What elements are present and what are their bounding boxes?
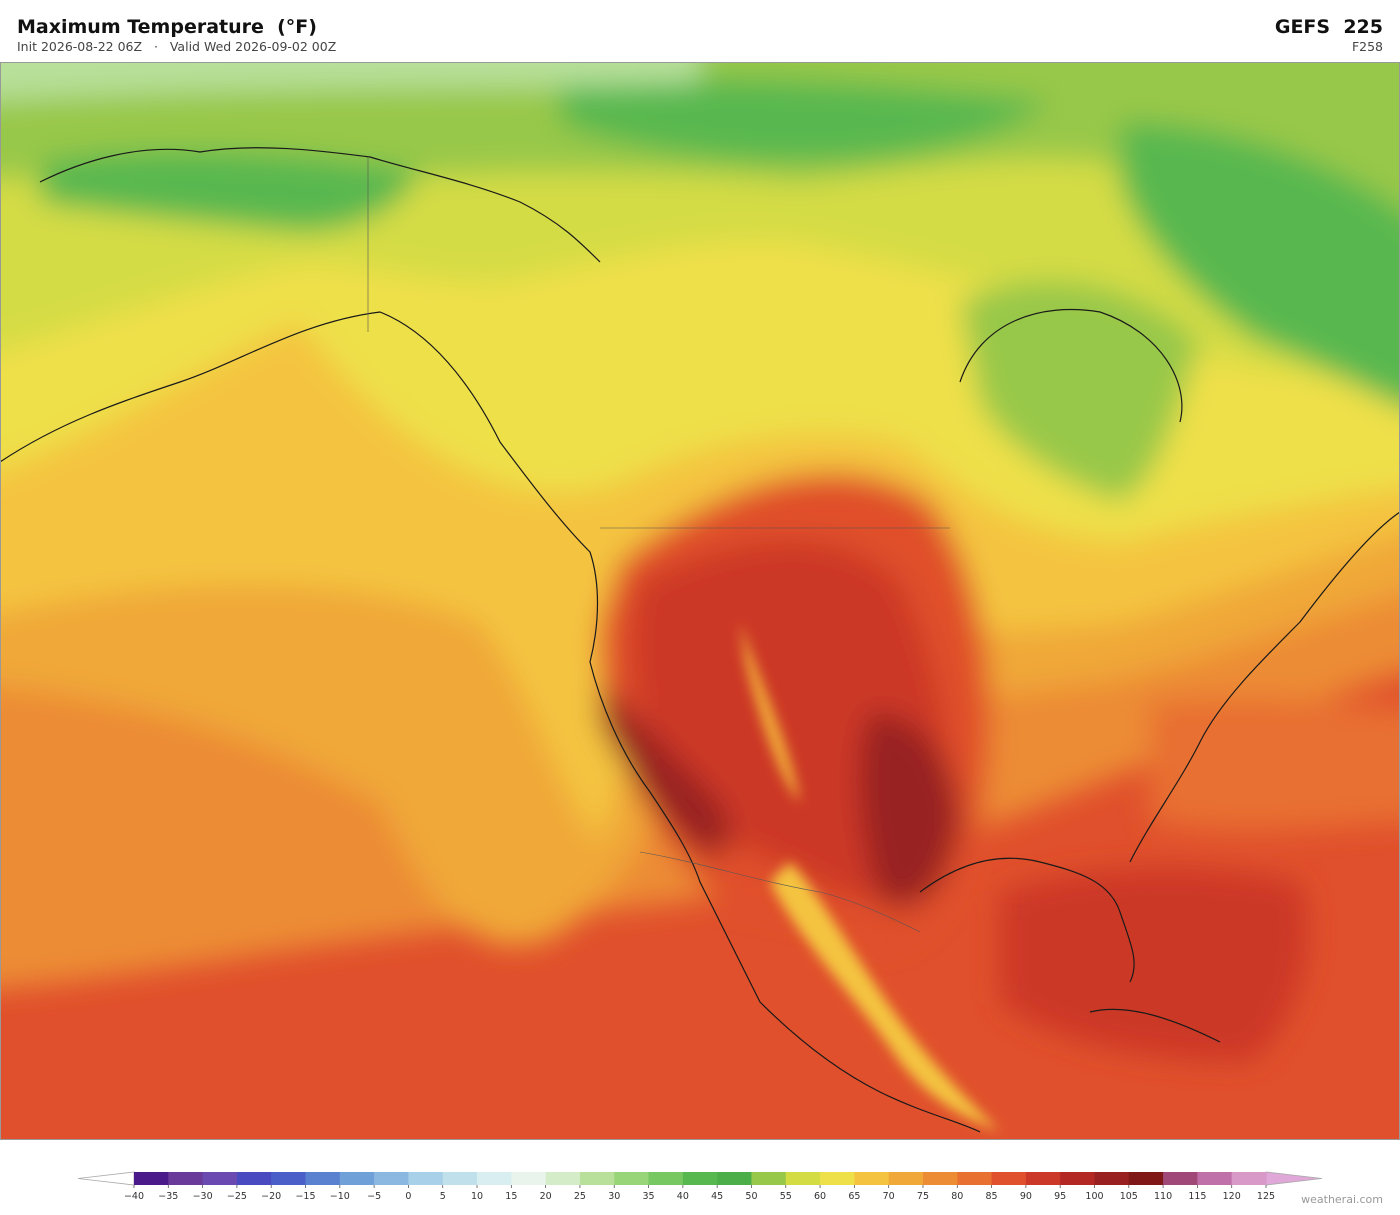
tick-label: 105 [1120,1191,1138,1202]
tick-label: 70 [883,1191,895,1202]
color-bin [785,1172,821,1185]
tick-label: −30 [193,1191,213,1202]
tick-label: 0 [405,1191,411,1202]
tick-label: 100 [1085,1191,1103,1202]
color-bin [751,1172,787,1185]
tick-label: 75 [917,1191,929,1202]
under-arrow [77,1171,135,1186]
color-bin [1128,1172,1164,1185]
color-bin [339,1172,375,1185]
tick-label: 35 [642,1191,654,1202]
color-bin [477,1172,512,1185]
tick-label: 65 [848,1191,860,1202]
tick-label: −20 [261,1191,281,1202]
tick-label: −35 [158,1191,178,1202]
tick-label: 115 [1188,1191,1206,1202]
color-bin [511,1172,547,1185]
tick-label: −25 [227,1191,247,1202]
color-bin [820,1172,855,1185]
color-bin [545,1172,581,1185]
color-bin [1197,1172,1233,1185]
tick-label: 15 [505,1191,517,1202]
tick-label: 45 [711,1191,723,1202]
color-bin [682,1172,718,1185]
tick-label: 125 [1257,1191,1275,1202]
color-bin [202,1172,238,1185]
highland-cool-band [740,622,1000,1132]
forecast-hour: F258 [1351,39,1383,54]
map-title: Maximum Temperature (°F) [17,16,317,38]
color-bin [1060,1172,1095,1185]
color-bin [1025,1172,1061,1185]
tick-label: 30 [608,1191,620,1202]
color-bin [888,1172,924,1185]
color-bin [854,1172,890,1185]
tick-label: 60 [814,1191,826,1202]
color-bin [168,1172,204,1185]
color-bin [305,1172,341,1185]
tick-label: 80 [951,1191,963,1202]
color-bin [134,1172,169,1185]
coastlines [0,147,1400,1133]
tick-label: −5 [367,1191,381,1202]
tick-label: 95 [1054,1191,1066,1202]
color-bin [717,1172,752,1185]
tick-label: 10 [471,1191,483,1202]
tick-label: 55 [780,1191,792,1202]
temperature-field [0,62,1400,1062]
tick-label: −10 [330,1191,350,1202]
color-bin [579,1172,615,1185]
colorbar: −40 −35 −30 −25 −20 −15 −10 −5 0 5 10 15 20 25 30 35 40 4… [77,1171,1323,1202]
tick-label: 5 [440,1191,446,1202]
over-arrow [1265,1171,1323,1186]
color-bin [614,1172,650,1185]
borders [367,157,950,933]
tick-label: −40 [124,1191,144,1202]
tick-label: 50 [745,1191,757,1202]
color-bin [442,1172,478,1185]
color-bin [991,1172,1027,1185]
color-bin [236,1172,272,1185]
map-subtitle: Init 2026-08-22 06Z · Valid Wed 2026-09-… [17,39,337,54]
color-bin [408,1172,444,1185]
color-bin [1094,1172,1130,1185]
color-bin [1231,1172,1267,1185]
color-bin [374,1172,409,1185]
color-bin [922,1172,958,1185]
tick-label: −15 [295,1191,315,1202]
watermark: weatherai.com [1301,1193,1383,1206]
tick-label: 40 [677,1191,689,1202]
color-bin [648,1172,684,1185]
tick-label: 120 [1223,1191,1241,1202]
color-bin [957,1172,993,1185]
color-bin [1163,1172,1198,1185]
color-bin [271,1172,307,1185]
tick-label: 110 [1154,1191,1172,1202]
tick-label: 20 [540,1191,552,1202]
tick-label: 90 [1020,1191,1032,1202]
temperature-map [0,62,1400,1140]
model-label: GEFS 225 [1274,16,1383,38]
tick-label: 85 [986,1191,998,1202]
tick-label: 25 [574,1191,586,1202]
